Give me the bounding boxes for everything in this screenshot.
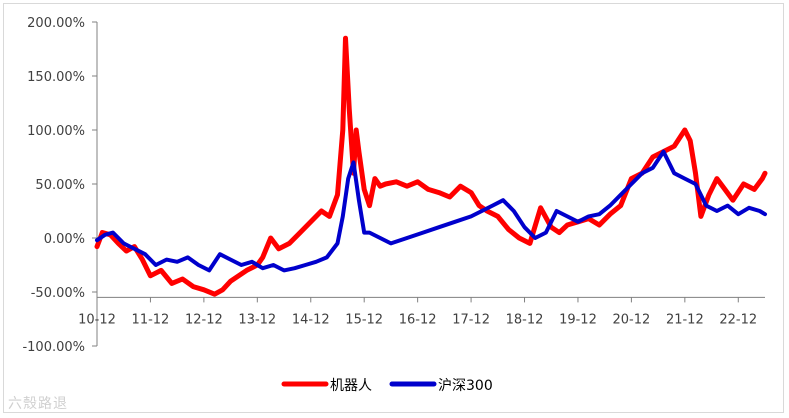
x-tick-label: 10-12 — [78, 312, 116, 327]
legend-label: 机器人 — [330, 378, 372, 394]
x-tick-label: 20-12 — [613, 312, 651, 327]
series-line-csi300 — [95, 149, 767, 273]
watermark-logo: 六殼路退 — [8, 393, 68, 413]
x-tick-label: 15-12 — [345, 312, 383, 327]
y-tick-label: 0.00% — [44, 232, 85, 247]
watermark-text: 六殼路退 — [8, 396, 68, 412]
legend: 机器人 沪深300 — [281, 378, 493, 394]
x-tick-label: 12-12 — [185, 312, 223, 327]
x-tick-label: 17-12 — [452, 312, 490, 327]
series-layer — [94, 35, 768, 297]
y-tick-label: 200.00% — [27, 16, 85, 31]
y-tick-label: 150.00% — [27, 70, 85, 85]
legend-label: 沪深300 — [438, 378, 493, 394]
x-tick-label: 11-12 — [132, 312, 170, 327]
x-tick-label: 21-12 — [666, 312, 704, 327]
chart-frame — [3, 3, 784, 413]
x-tick-label: 13-12 — [238, 312, 276, 327]
y-tick-label: 50.00% — [35, 178, 85, 193]
x-tick-label: 16-12 — [399, 312, 437, 327]
y-tick-label: -50.00% — [31, 286, 85, 301]
x-tick-label: 18-12 — [506, 312, 544, 327]
y-tick-label: 100.00% — [27, 124, 85, 139]
x-tick-label: 19-12 — [559, 312, 597, 327]
series-line-robot — [94, 35, 768, 297]
x-tick-label: 14-12 — [292, 312, 330, 327]
axis-layer: 200.00% 150.00% 100.00% 50.00% 0.00% -50.00% -… — [22, 16, 765, 355]
x-tick-label: 22-12 — [719, 312, 757, 327]
y-tick-label: -100.00% — [22, 340, 85, 355]
